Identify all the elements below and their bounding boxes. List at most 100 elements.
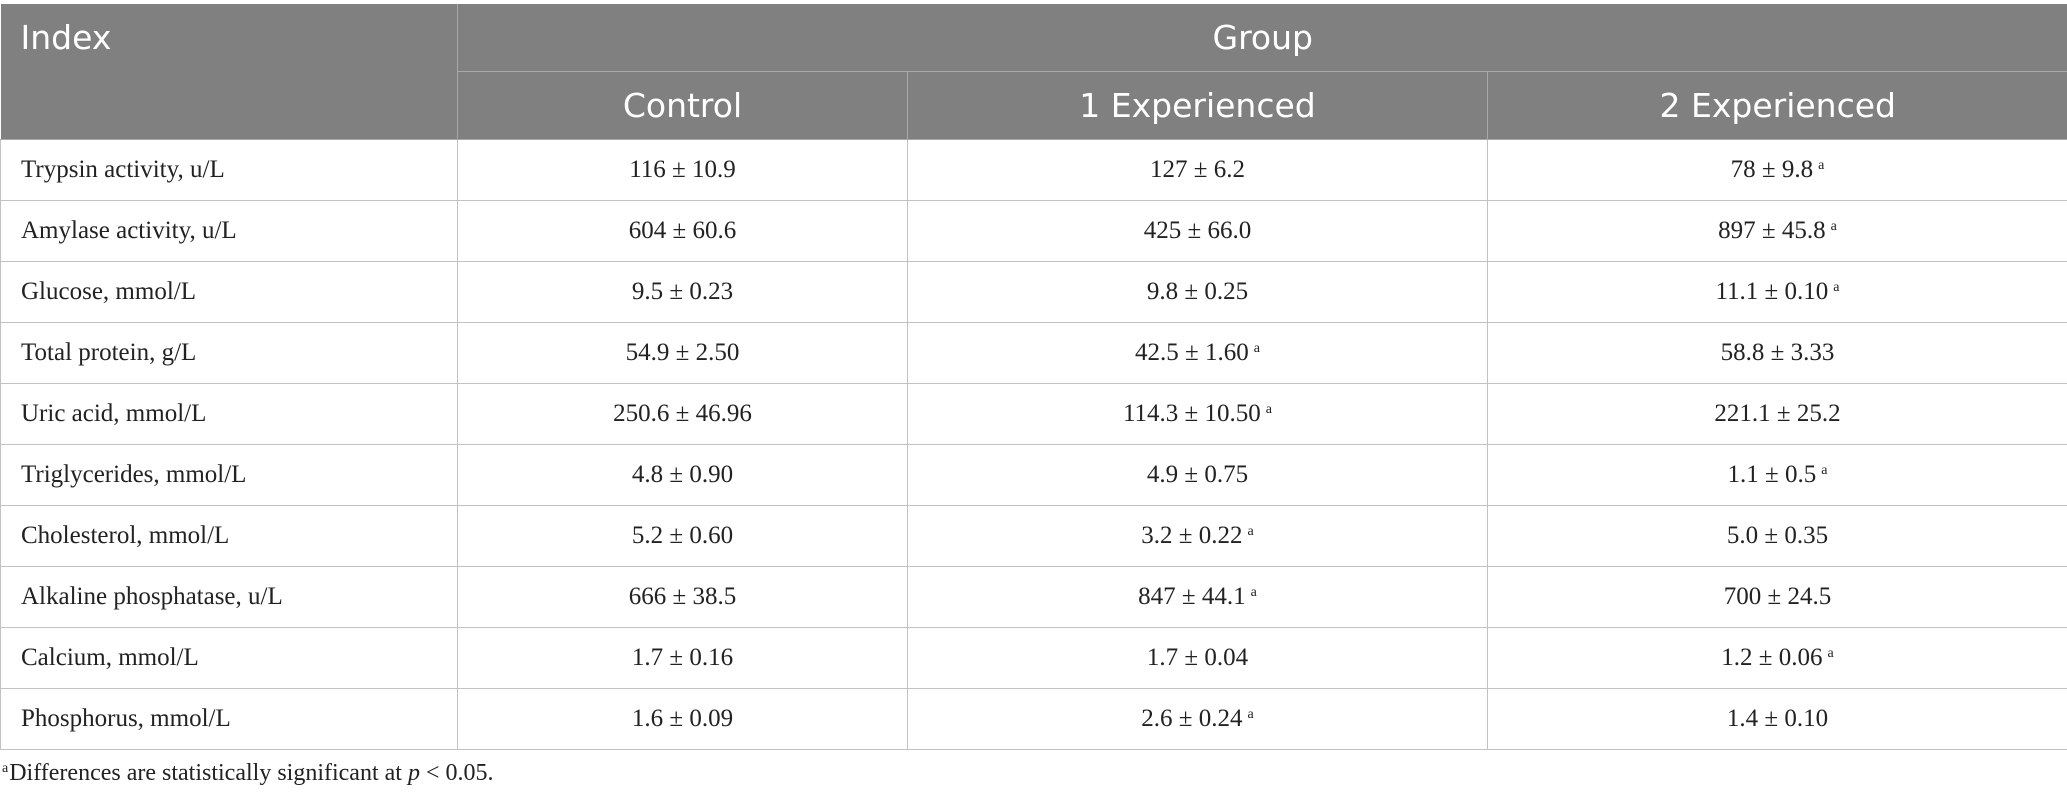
cell-value: 11.1 ± 0.10 <box>1715 278 1828 305</box>
value-cell: 1.7 ± 0.16 <box>458 628 908 689</box>
cell-value: 250.6 ± 46.96 <box>613 400 752 427</box>
value-cell: 221.1 ± 25.2 <box>1488 384 2067 445</box>
significance-marker: a <box>1821 463 1827 478</box>
cell-value: 78 ± 9.8 <box>1731 156 1813 183</box>
cell-value: 1.2 ± 0.06 <box>1721 644 1822 671</box>
significance-marker: a <box>1833 280 1839 295</box>
cell-value: 1.7 ± 0.04 <box>1147 644 1248 671</box>
value-cell: 4.8 ± 0.90 <box>458 445 908 506</box>
page-body: {"table": { "header": {"index": "Index",… <box>0 4 2067 811</box>
significance-marker: a <box>1266 402 1272 417</box>
row-label: Calcium, mmol/L <box>1 628 458 689</box>
value-cell: 9.5 ± 0.23 <box>458 262 908 323</box>
cell-value: 2.6 ± 0.24 <box>1141 705 1242 732</box>
cell-value: 847 ± 44.1 <box>1138 583 1245 610</box>
value-cell: 116 ± 10.9 <box>458 140 908 201</box>
footnote: aDifferences are statistically significa… <box>2 760 2067 787</box>
value-cell: 4.9 ± 0.75 <box>908 445 1488 506</box>
value-cell: 1.7 ± 0.04 <box>908 628 1488 689</box>
row-label: Triglycerides, mmol/L <box>1 445 458 506</box>
cell-value: 127 ± 6.2 <box>1150 156 1245 183</box>
cell-value: 1.6 ± 0.09 <box>632 705 733 732</box>
value-cell: 9.8 ± 0.25 <box>908 262 1488 323</box>
table-row: Phosphorus, mmol/L 1.6 ± 0.09 2.6 ± 0.24 a 1… <box>1 689 2067 750</box>
cell-value: 114.3 ± 10.50 <box>1123 400 1261 427</box>
cell-value: 9.8 ± 0.25 <box>1147 278 1248 305</box>
value-cell: 250.6 ± 46.96 <box>458 384 908 445</box>
cell-value: 1.1 ± 0.5 <box>1728 461 1817 488</box>
cell-value: 5.0 ± 0.35 <box>1727 522 1828 549</box>
row-label: Glucose, mmol/L <box>1 262 458 323</box>
column-header: 2 Experienced <box>1488 72 2067 140</box>
table-row: Cholesterol, mmol/L 5.2 ± 0.60 3.2 ± 0.22 a… <box>1 506 2067 567</box>
value-cell: 78 ± 9.8 a <box>1488 140 2067 201</box>
cell-value: 4.8 ± 0.90 <box>632 461 733 488</box>
table-row: Alkaline phosphatase, u/L 666 ± 38.5 847 ±… <box>1 567 2067 628</box>
value-cell: 114.3 ± 10.50 a <box>908 384 1488 445</box>
header-row: Index Group <box>1 4 2067 72</box>
value-cell: 425 ± 66.0 <box>908 201 1488 262</box>
footnote-marker: a <box>2 761 8 776</box>
cell-value: 425 ± 66.0 <box>1144 217 1251 244</box>
cell-value: 5.2 ± 0.60 <box>632 522 733 549</box>
significance-marker: a <box>1831 219 1837 234</box>
row-label: Total protein, g/L <box>1 323 458 384</box>
footnote-text: Differences are statistically significan… <box>9 760 408 786</box>
table-row: Triglycerides, mmol/L 4.8 ± 0.90 4.9 ± 0.7… <box>1 445 2067 506</box>
cell-value: 666 ± 38.5 <box>629 583 736 610</box>
value-cell: 3.2 ± 0.22 a <box>908 506 1488 567</box>
row-label: Uric acid, mmol/L <box>1 384 458 445</box>
value-cell: 5.0 ± 0.35 <box>1488 506 2067 567</box>
significance-marker: a <box>1251 585 1257 600</box>
footnote-italic: p <box>408 760 420 786</box>
index-header: Index <box>1 4 458 140</box>
cell-value: 3.2 ± 0.22 <box>1141 522 1242 549</box>
row-label: Cholesterol, mmol/L <box>1 506 458 567</box>
value-cell: 11.1 ± 0.10 a <box>1488 262 2067 323</box>
value-cell: 2.6 ± 0.24 a <box>908 689 1488 750</box>
significance-marker: a <box>1248 524 1254 539</box>
cell-value: 897 ± 45.8 <box>1718 217 1825 244</box>
cell-value: 42.5 ± 1.60 <box>1135 339 1249 366</box>
group-header: Group <box>458 4 2067 72</box>
row-label: Phosphorus, mmol/L <box>1 689 458 750</box>
table-row: Uric acid, mmol/L 250.6 ± 46.96 114.3 ± 10… <box>1 384 2067 445</box>
value-cell: 1.2 ± 0.06 a <box>1488 628 2067 689</box>
cell-value: 4.9 ± 0.75 <box>1147 461 1248 488</box>
value-cell: 42.5 ± 1.60 a <box>908 323 1488 384</box>
table-row: Total protein, g/L 54.9 ± 2.50 42.5 ± 1.60… <box>1 323 2067 384</box>
significance-marker: a <box>1254 341 1260 356</box>
value-cell: 1.1 ± 0.5 a <box>1488 445 2067 506</box>
cell-value: 1.4 ± 0.10 <box>1727 705 1828 732</box>
cell-value: 116 ± 10.9 <box>629 156 736 183</box>
value-cell: 700 ± 24.5 <box>1488 567 2067 628</box>
value-cell: 127 ± 6.2 <box>908 140 1488 201</box>
significance-marker: a <box>1248 707 1254 722</box>
value-cell: 5.2 ± 0.60 <box>458 506 908 567</box>
column-header: Control <box>458 72 908 140</box>
cell-value: 58.8 ± 3.33 <box>1721 339 1835 366</box>
footnote-rest: < 0.05. <box>420 760 494 786</box>
significance-marker: a <box>1828 646 1834 661</box>
value-cell: 58.8 ± 3.33 <box>1488 323 2067 384</box>
value-cell: 897 ± 45.8 a <box>1488 201 2067 262</box>
value-cell: 604 ± 60.6 <box>458 201 908 262</box>
value-cell: 666 ± 38.5 <box>458 567 908 628</box>
significance-marker: a <box>1818 158 1824 173</box>
cell-value: 54.9 ± 2.50 <box>626 339 740 366</box>
cell-value: 221.1 ± 25.2 <box>1714 400 1840 427</box>
cell-value: 604 ± 60.6 <box>629 217 736 244</box>
value-cell: 847 ± 44.1 a <box>908 567 1488 628</box>
value-cell: 1.4 ± 0.10 <box>1488 689 2067 750</box>
cell-value: 700 ± 24.5 <box>1724 583 1831 610</box>
row-label: Alkaline phosphatase, u/L <box>1 567 458 628</box>
value-cell: 1.6 ± 0.09 <box>458 689 908 750</box>
